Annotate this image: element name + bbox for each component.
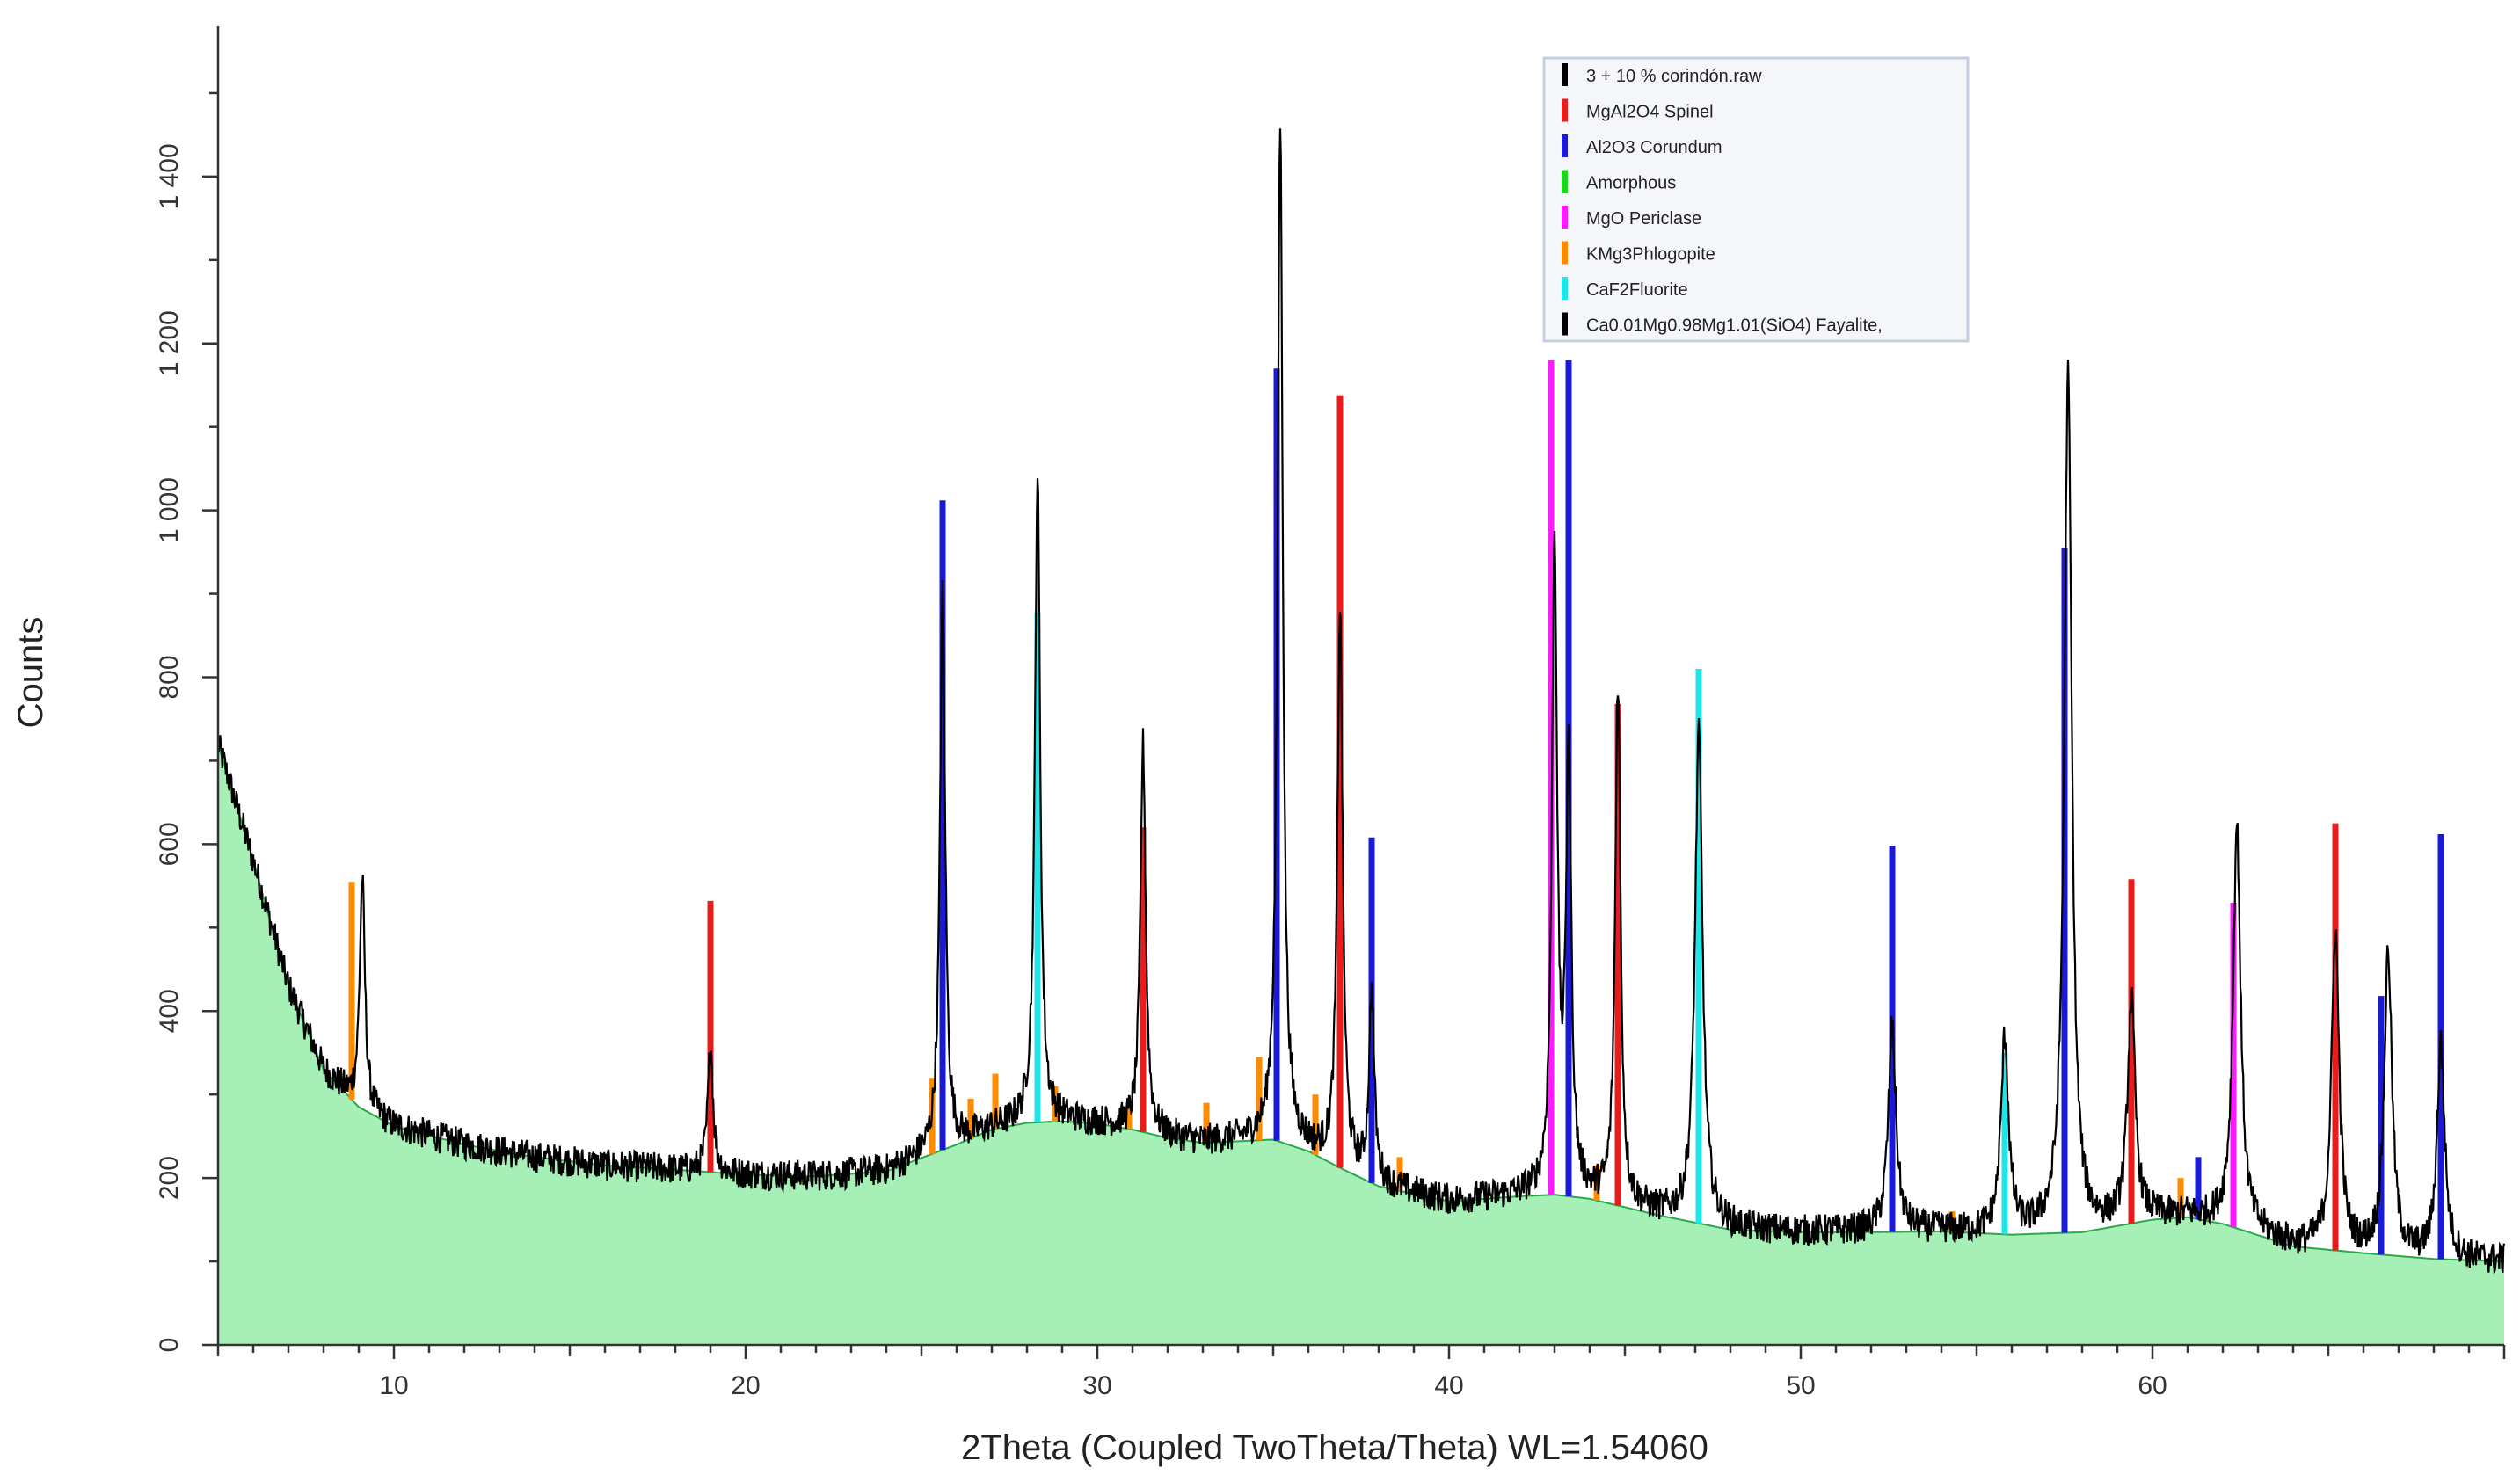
y-tick-label: 800 — [155, 655, 184, 699]
legend-box — [1542, 56, 1970, 343]
x-axis-title: 2Theta (Coupled TwoTheta/Theta) WL=1.540… — [961, 1428, 1708, 1467]
axes: 0 200 400 600 800 1 000 1 200 1 400 10 20 30 40 50 60 — [155, 26, 2506, 1400]
x-tick-label: 20 — [731, 1371, 760, 1400]
legend-swatch — [1562, 206, 1568, 229]
legend-swatch — [1562, 277, 1568, 300]
y-tick-label: 400 — [155, 989, 184, 1033]
y-tick-label: 200 — [155, 1156, 184, 1200]
legend-label: MgO Periclase — [1586, 209, 1701, 229]
x-tick-label: 10 — [379, 1371, 408, 1400]
legend-label: KMg3Phlogopite — [1586, 245, 1715, 265]
legend: 3 + 10 % corindón.raw MgAl2O4 Spinel Al2O3… — [1542, 56, 1970, 343]
x-tick-label: 50 — [1786, 1371, 1815, 1400]
legend-swatch — [1562, 170, 1568, 193]
legend-swatch — [1562, 312, 1568, 336]
legend-label: Al2O3 Corundum — [1586, 138, 1722, 157]
y-tick-label: 1 000 — [155, 477, 184, 543]
legend-swatch — [1562, 98, 1568, 122]
y-tick-label: 1 200 — [155, 310, 184, 376]
legend-label: Amorphous — [1586, 174, 1676, 193]
legend-swatch — [1562, 241, 1568, 265]
legend-label: MgAl2O4 Spinel — [1586, 103, 1714, 122]
x-tick-label: 40 — [1434, 1371, 1463, 1400]
y-tick-label: 1 400 — [155, 143, 184, 209]
amorphous-area — [218, 744, 2504, 1345]
measured-pattern — [216, 128, 2506, 1275]
x-tick-label: 30 — [1082, 1371, 1111, 1400]
y-tick-label: 0 — [155, 1338, 184, 1353]
legend-swatch — [1562, 134, 1568, 157]
y-axis-title: Counts — [11, 617, 50, 729]
y-tick-label: 600 — [155, 822, 184, 866]
legend-label: Ca0.01Mg0.98Mg1.01(SiO4) Fayalite, — [1586, 316, 1883, 336]
legend-label: 3 + 10 % corindón.raw — [1586, 67, 1762, 86]
plot-area — [216, 128, 2506, 1345]
x-tick-label: 60 — [2138, 1371, 2167, 1400]
legend-label: CaF2Fluorite — [1586, 280, 1688, 300]
legend-swatch — [1562, 63, 1568, 86]
